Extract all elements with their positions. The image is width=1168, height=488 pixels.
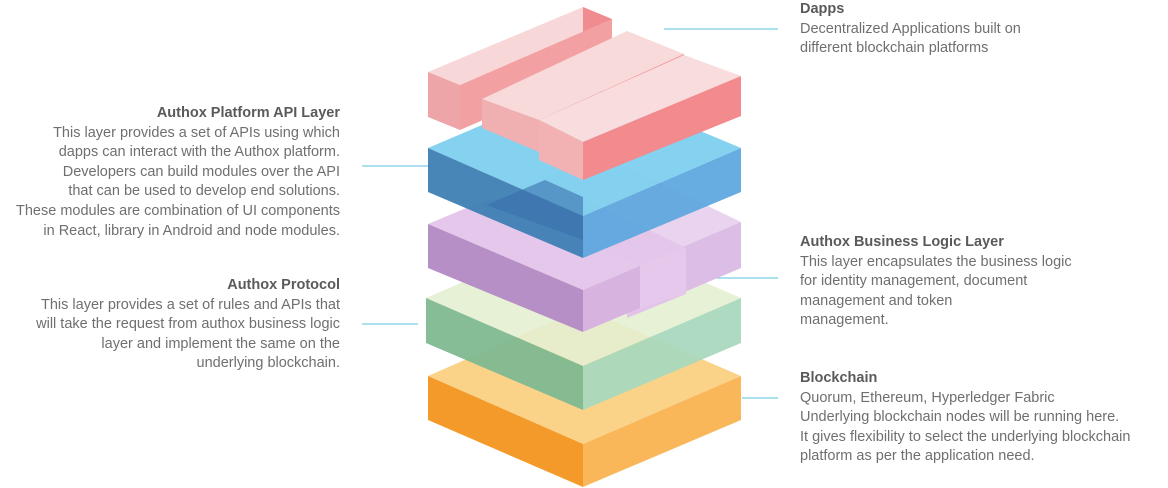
api-line: These modules are combination of UI comp… xyxy=(15,202,340,219)
protocol-description: Authox Protocol This layer provides a se… xyxy=(36,276,340,374)
dapps-description: Dapps Decentralized Applications built o… xyxy=(800,0,1021,59)
business-line: This layer encapsulates the business log… xyxy=(800,253,1072,270)
api-title: Authox Platform API Layer xyxy=(156,105,340,121)
api-line: dapps can interact with the Authox platf… xyxy=(58,144,340,161)
business-line: management. xyxy=(800,312,889,329)
api-line: in React, library in Android and node mo… xyxy=(43,222,340,239)
blockchain-line: Quorum, Ethereum, Hyperledger Fabric xyxy=(800,389,1055,406)
protocol-line: will take the request from authox busine… xyxy=(36,316,340,333)
protocol-line: layer and implement the same on the xyxy=(101,335,340,352)
api-line: Developers can build modules over the AP… xyxy=(62,163,340,180)
business-title: Authox Business Logic Layer xyxy=(800,234,1004,250)
dapps-title: Dapps xyxy=(800,1,845,17)
blockchain-line: It gives flexibility to select the under… xyxy=(800,428,1131,445)
api-description: Authox Platform API Layer This layer pro… xyxy=(16,104,340,241)
dapps-line: different blockchain platforms xyxy=(800,40,989,57)
blockchain-line: Underlying blockchain nodes will be runn… xyxy=(800,409,1120,426)
business-line: for identity management, document xyxy=(800,273,1028,290)
protocol-line: This layer provides a set of rules and A… xyxy=(40,296,340,313)
business-description: Authox Business Logic Layer This layer e… xyxy=(800,233,1072,331)
api-line: that can be used to develop end solution… xyxy=(68,183,340,200)
blockchain-line: platform as per the application need. xyxy=(800,448,1035,465)
dapps-layer xyxy=(428,7,741,180)
protocol-line: underlying blockchain. xyxy=(196,355,340,372)
business-line: management and token xyxy=(800,292,953,309)
dapps-line: Decentralized Applications built on xyxy=(800,20,1021,37)
protocol-title: Authox Protocol xyxy=(227,277,340,293)
api-line: This layer provides a set of APIs using … xyxy=(53,124,340,141)
blockchain-title: Blockchain xyxy=(800,370,878,386)
blockchain-description: Blockchain Quorum, Ethereum, Hyperledger… xyxy=(800,369,1130,467)
